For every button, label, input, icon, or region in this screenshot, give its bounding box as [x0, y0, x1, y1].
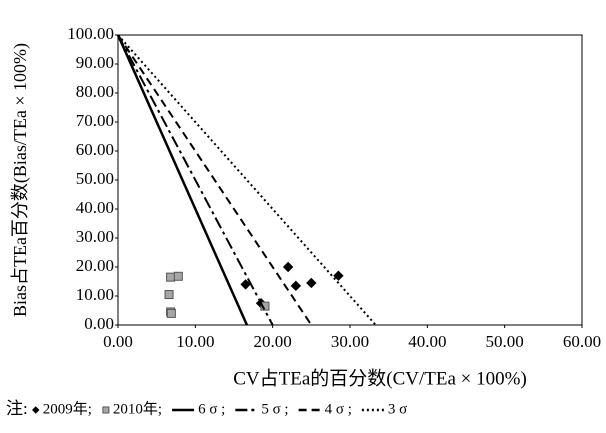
y-tick-label: 70.00: [76, 111, 114, 130]
x-tick-label: 60.00: [563, 332, 601, 351]
diamond-point: [240, 279, 251, 290]
legend-title: 注:: [6, 399, 28, 418]
square-point: [260, 301, 270, 311]
y-tick-label: 100.00: [67, 24, 114, 43]
diamond-point: [306, 277, 317, 289]
diamond-point: [282, 261, 294, 273]
x-tick-label: 50.00: [486, 332, 524, 351]
y-tick-label: 30.00: [76, 227, 114, 246]
legend-label: 4 σ ;: [325, 401, 352, 417]
legend-label: 2010年;: [113, 400, 162, 417]
x-tick-label: 10.00: [176, 332, 214, 351]
x-tick-label: 20.00: [254, 332, 292, 351]
legend-symbol: [32, 406, 40, 414]
square-point: [166, 308, 176, 318]
y-axis-label: Bias占TEa百分数(Bias/TEa × 100%): [10, 43, 31, 317]
square-point: [173, 271, 183, 281]
y-tick-label: 40.00: [76, 198, 114, 217]
y-tick-label: 20.00: [76, 256, 114, 275]
y-tick-label: 50.00: [76, 169, 114, 188]
y-tick-label: 90.00: [76, 53, 114, 72]
y-tick-label: 10.00: [76, 285, 114, 304]
square-point: [164, 290, 174, 300]
square-point: [166, 272, 176, 282]
legend-label: 5 σ ;: [261, 401, 288, 417]
sigma-line: [117, 34, 313, 326]
x-tick-label: 0.00: [103, 332, 133, 351]
diamond-point: [333, 270, 344, 281]
legend-symbol: [102, 406, 110, 414]
legend-label: 2009年;: [43, 400, 92, 417]
y-tick-label: 80.00: [76, 82, 114, 101]
sigma-line: [116, 34, 249, 326]
legend-label: 6 σ ;: [198, 401, 225, 417]
y-tick-label: 0.00: [84, 314, 114, 333]
diamond-point: [290, 280, 302, 292]
x-tick-label: 30.00: [331, 332, 369, 351]
plot-frame: [117, 34, 583, 326]
legend-label: 3 σ: [388, 401, 407, 417]
sigma-line: [117, 34, 274, 326]
x-axis-label: CV占TEa的百分数(CV/TEa × 100%): [233, 367, 527, 389]
y-tick-label: 60.00: [76, 140, 114, 159]
x-tick-label: 40.00: [408, 332, 446, 351]
